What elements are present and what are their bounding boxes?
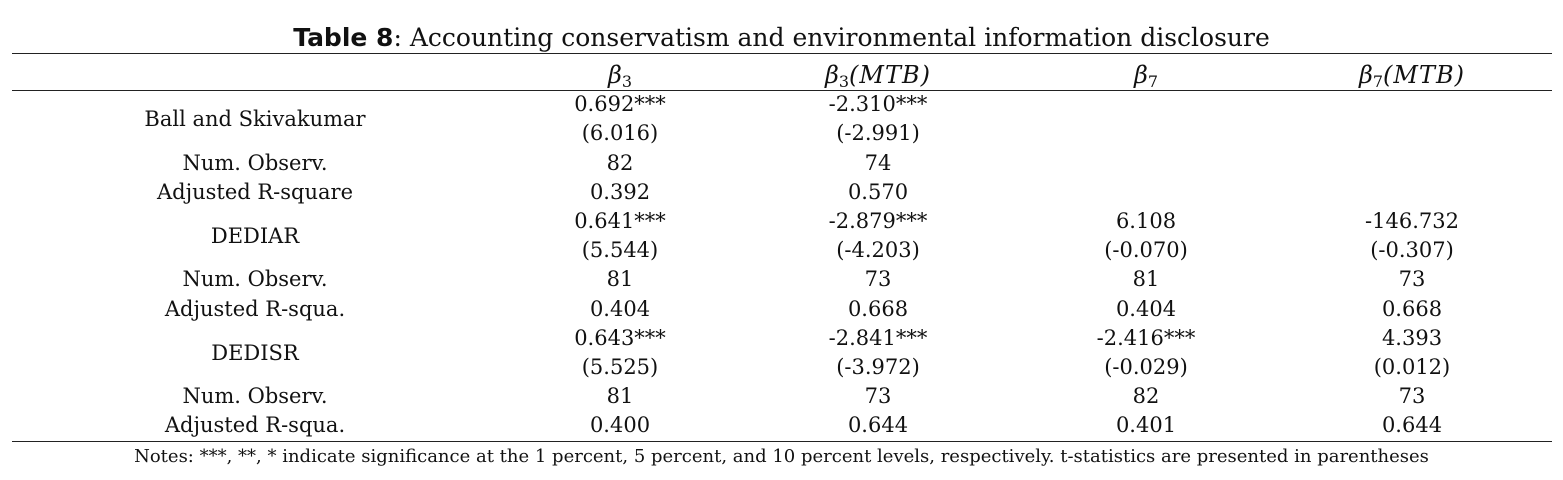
row-label-adjusted-r2: Adjusted R-squa. (164, 413, 346, 437)
obs-cell: 82 (1132, 384, 1160, 408)
row-label-ball-skivakumar: Ball and Skivakumar (144, 107, 366, 131)
tstat-cell: (-0.029) (1104, 355, 1188, 379)
bottom-rule (12, 441, 1552, 442)
coef-cell: 0.643*** (574, 326, 666, 350)
r2-cell: 0.404 (589, 297, 651, 321)
table-row: Num. Observ. 82 74 (0, 149, 1563, 178)
row-label-num-observ: Num. Observ. (182, 151, 328, 175)
obs-cell (1312, 149, 1512, 178)
r2-cell (1312, 178, 1512, 207)
tstat-cell: (5.525) (581, 355, 659, 379)
r2-cell: 0.404 (1115, 297, 1177, 321)
table-title: Table 8: Accounting conservatism and env… (0, 22, 1563, 54)
row-label-num-observ: Num. Observ. (182, 267, 328, 291)
coef-cell (1046, 90, 1246, 119)
tstat-cell: (-0.070) (1104, 238, 1188, 262)
table-row: Adjusted R-squa. 0.404 0.668 0.404 0.668 (0, 295, 1563, 324)
table-row: (5.544) (-4.203) (-0.070) (-0.307) (0, 236, 1563, 265)
r2-cell: 0.644 (847, 413, 909, 437)
obs-cell: 74 (864, 151, 892, 175)
top-rule (12, 53, 1552, 54)
tstat-cell (1312, 119, 1512, 148)
column-header-beta7: β7 (1133, 61, 1159, 91)
header-rule (12, 90, 1552, 91)
r2-cell: 0.570 (847, 180, 909, 204)
r2-cell (1046, 178, 1246, 207)
coef-cell: 4.393 (1381, 326, 1443, 350)
table-row: Adjusted R-squa. 0.400 0.644 0.401 0.644 (0, 411, 1563, 440)
obs-cell: 81 (606, 384, 634, 408)
table-row: 0.641*** -2.879*** 6.108 -146.732 (0, 207, 1563, 236)
table-row: Num. Observ. 81 73 81 73 (0, 265, 1563, 294)
tstat-cell: (-2.991) (836, 121, 920, 145)
coef-cell: -2.310*** (828, 92, 928, 116)
table-row: 0.692*** -2.310*** (0, 90, 1563, 119)
r2-cell: 0.392 (589, 180, 651, 204)
coef-cell: 0.692*** (574, 92, 666, 116)
r2-cell: 0.644 (1381, 413, 1443, 437)
tstat-cell: (-0.307) (1370, 238, 1454, 262)
table-row: 0.643*** -2.841*** -2.416*** 4.393 (0, 324, 1563, 353)
tstat-cell (1046, 119, 1246, 148)
coef-cell: -146.732 (1365, 209, 1459, 233)
tstat-cell: (0.012) (1373, 355, 1451, 379)
table-number: Table 8 (293, 23, 394, 52)
obs-cell: 73 (864, 384, 892, 408)
row-label-adjusted-r2: Adjusted R-square (156, 180, 354, 204)
obs-cell: 73 (864, 267, 892, 291)
obs-cell: 82 (606, 151, 634, 175)
row-label-adjusted-r2: Adjusted R-squa. (164, 297, 346, 321)
coef-cell: 0.641*** (574, 209, 666, 233)
tstat-cell: (5.544) (581, 238, 659, 262)
r2-cell: 0.668 (847, 297, 909, 321)
r2-cell: 0.401 (1115, 413, 1177, 437)
coef-cell: -2.841*** (828, 326, 928, 350)
obs-cell: 81 (1132, 267, 1160, 291)
r2-cell: 0.668 (1381, 297, 1443, 321)
column-header-beta3: β3 (607, 61, 633, 91)
table-row: Num. Observ. 81 73 82 73 (0, 382, 1563, 411)
row-label-dedisr: DEDISR (211, 341, 299, 365)
table-row: (6.016) (-2.991) (0, 119, 1563, 148)
column-header-beta7-mtb: β7(MTB) (1358, 61, 1465, 91)
tstat-cell: (-4.203) (836, 238, 920, 262)
obs-cell: 73 (1398, 384, 1426, 408)
coef-cell: 6.108 (1115, 209, 1177, 233)
obs-cell: 73 (1398, 267, 1426, 291)
obs-cell: 81 (606, 267, 634, 291)
row-label-num-observ: Num. Observ. (182, 384, 328, 408)
row-label-dediar: DEDIAR (210, 224, 300, 248)
tstat-cell: (-3.972) (836, 355, 920, 379)
table-caption: : Accounting conservatism and environmen… (393, 23, 1270, 52)
table-notes: Notes: ***, **, * indicate significance … (134, 446, 1429, 467)
coef-cell (1312, 90, 1512, 119)
coef-cell: -2.879*** (828, 209, 928, 233)
r2-cell: 0.400 (589, 413, 651, 437)
tstat-cell: (6.016) (581, 121, 659, 145)
table-row: Adjusted R-square 0.392 0.570 (0, 178, 1563, 207)
column-header-beta3-mtb: β3(MTB) (824, 61, 931, 91)
table-row: (5.525) (-3.972) (-0.029) (0.012) (0, 353, 1563, 382)
coef-cell: -2.416*** (1096, 326, 1196, 350)
obs-cell (1046, 149, 1246, 178)
